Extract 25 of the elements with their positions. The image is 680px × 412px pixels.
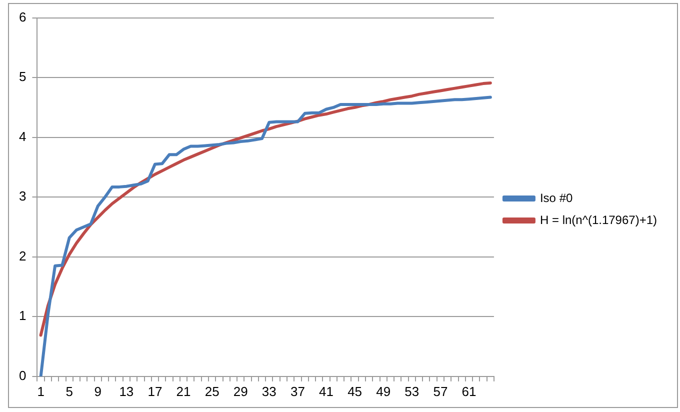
x-tick-label: 49 [376,384,391,399]
legend-label: H = ln(n^(1.17967)+1) [540,212,658,227]
x-tick-label: 53 [404,384,420,399]
x-tick-label: 57 [433,384,448,399]
y-tick-label: 6 [18,9,26,24]
x-tick-label: 1 [37,384,44,399]
x-tick-label: 9 [94,384,102,399]
x-tick-label: 13 [119,384,134,399]
y-tick-label: 2 [18,248,26,264]
x-tick-label: 17 [148,384,162,399]
x-tick-label: 41 [319,384,334,399]
y-tick-label: 1 [18,308,26,324]
y-tick-label: 0 [18,368,26,383]
y-tick-label: 4 [18,128,26,144]
x-tick-label: 5 [66,384,73,399]
x-tick-label: 25 [204,384,220,399]
legend-label: Iso #0 [540,190,573,205]
x-tick-label: 61 [462,384,476,399]
x-tick-label: 45 [348,384,362,399]
x-tick-label: 21 [176,384,191,399]
x-tick-label: 37 [290,384,305,399]
y-tick-label: 5 [18,69,26,84]
x-tick-label: 33 [262,384,276,399]
x-tick-label: 29 [233,384,248,399]
y-tick-label: 3 [18,188,26,204]
